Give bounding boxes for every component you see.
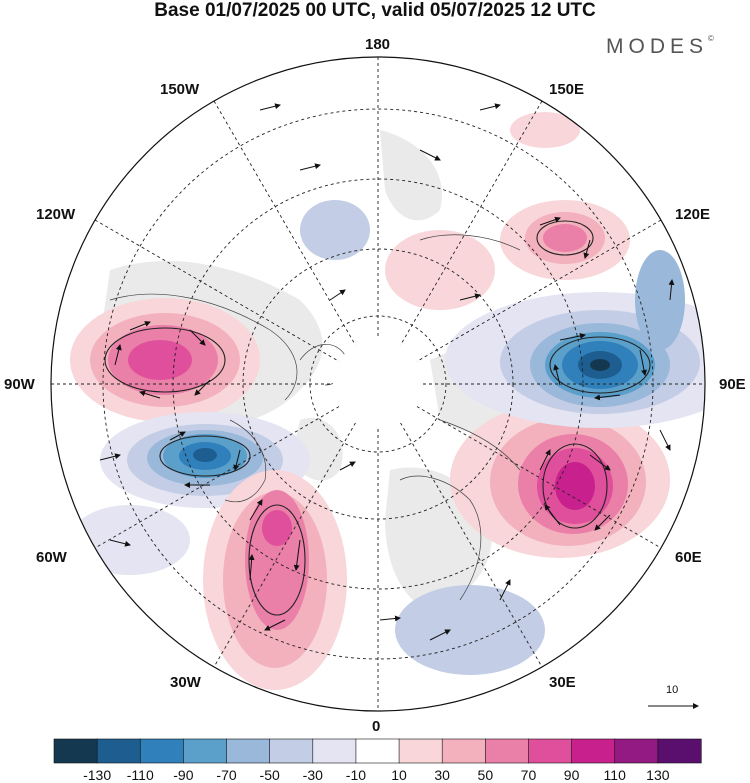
colorbar-swatch: [398, 738, 443, 764]
colorbar-swatch: [614, 738, 659, 764]
colorbar-swatch: [657, 738, 702, 764]
colorbar-swatch: [528, 738, 573, 764]
map-border: [50, 56, 706, 712]
colorbar-tick-label: 90: [563, 767, 580, 783]
colorbar-tick-label: -10: [345, 767, 367, 783]
map-title: Base 01/07/2025 00 UTC, valid 05/07/2025…: [154, 0, 596, 21]
colorbar-tick-label: -110: [126, 767, 154, 783]
colorbar-swatch: [269, 738, 314, 764]
colorbar-swatch: [96, 738, 141, 764]
lon-label-180: 180: [365, 36, 391, 53]
colorbar-tick-label: 30: [434, 767, 450, 783]
colorbar-tick-label: 70: [520, 767, 537, 783]
lon-label-60e: 60E: [675, 549, 702, 566]
colorbar-swatch: [355, 738, 400, 764]
lon-label-90e: 90E: [719, 376, 746, 393]
colorbar-tick-label: -70: [216, 767, 237, 783]
colorbar-tick-label: 10: [391, 767, 407, 783]
lon-label-60w: 60W: [36, 549, 67, 566]
colorbar-tick-label: -50: [259, 767, 280, 783]
lon-label-120w: 120W: [36, 206, 76, 223]
colorbar-swatch: [571, 738, 616, 764]
colorbar-tick-label: -130: [83, 767, 112, 783]
colorbar-swatch: [183, 738, 228, 764]
colorbar-tick-label: 130: [646, 767, 670, 783]
lon-label-90w: 90W: [4, 376, 35, 393]
colorbar: [53, 738, 702, 764]
colorbar-tick-label: -30: [302, 767, 323, 783]
colorbar-tick-label: 50: [477, 767, 494, 783]
colorbar-swatch: [312, 738, 357, 764]
colorbar-tick-label: -90: [173, 767, 194, 783]
colorbar-swatch: [226, 738, 271, 764]
lon-label-0: 0: [372, 718, 381, 735]
colorbar-tick-label: 110: [603, 767, 626, 783]
wind-vectors: [99, 103, 675, 641]
anomaly-fields: [70, 112, 705, 690]
colorbar-swatch: [485, 738, 530, 764]
lon-label-120e: 120E: [675, 206, 711, 223]
map-disk: [51, 57, 705, 711]
pole-region: [333, 339, 423, 429]
colorbar-swatch: [53, 738, 98, 764]
lon-label-150w: 150W: [160, 81, 200, 98]
lon-label-30w: 30W: [170, 674, 201, 691]
lon-label-30e: 30E: [549, 674, 576, 691]
reference-vector-label: 10: [666, 684, 679, 696]
lon-label-150e: 150E: [549, 81, 585, 98]
colorbar-swatch: [139, 738, 184, 764]
modes-logo: MODES©: [606, 34, 714, 58]
colorbar-swatch: [441, 738, 486, 764]
